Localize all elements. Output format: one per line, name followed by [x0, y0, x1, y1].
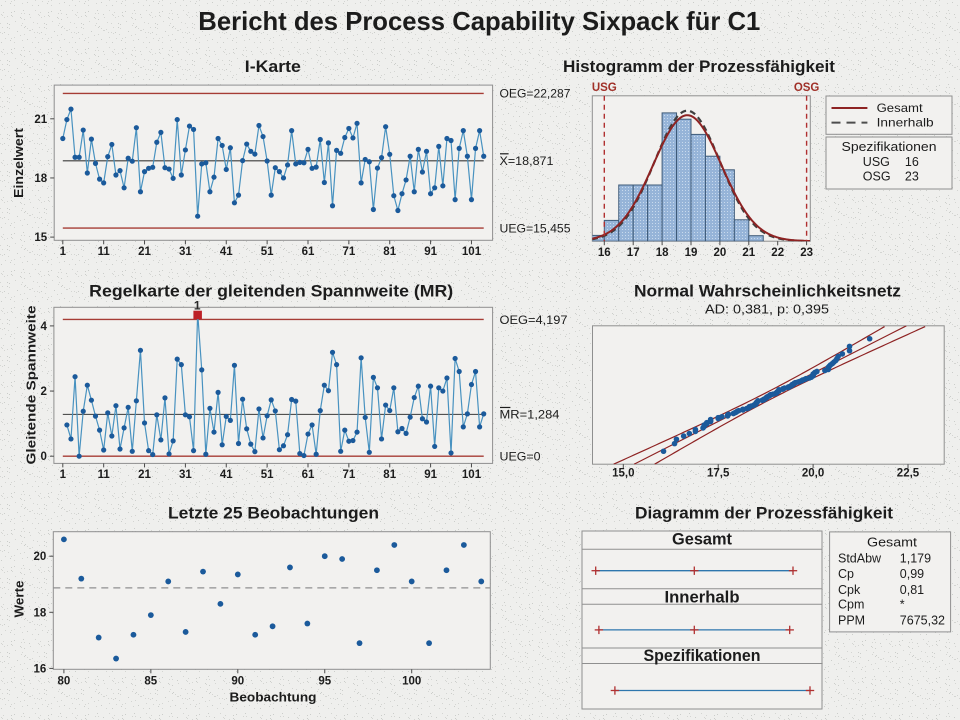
svg-text:19: 19	[685, 247, 698, 259]
svg-text:Bericht des Process Capability: Bericht des Process Capability Sixpack f…	[198, 6, 760, 36]
svg-text:0,81: 0,81	[900, 583, 924, 597]
svg-text:21: 21	[742, 247, 755, 259]
svg-text:61: 61	[302, 469, 315, 481]
svg-text:Normal Wahrscheinlichkeitsnetz: Normal Wahrscheinlichkeitsnetz	[634, 283, 901, 301]
svg-text:1: 1	[194, 298, 201, 312]
svg-text:Spezifikationen: Spezifikationen	[842, 140, 937, 154]
svg-text:Histogramm der Prozessfähigkei: Histogramm der Prozessfähigkeit	[563, 58, 836, 76]
svg-text:1,179: 1,179	[900, 552, 931, 566]
svg-text:4: 4	[40, 321, 47, 333]
svg-text:USG: USG	[863, 155, 890, 169]
svg-text:31: 31	[179, 246, 192, 258]
svg-text:90: 90	[231, 676, 244, 688]
svg-text:OSG: OSG	[863, 169, 891, 183]
svg-text:101: 101	[462, 246, 482, 258]
svg-text:7675,32: 7675,32	[900, 614, 945, 628]
svg-text:*: *	[900, 598, 905, 612]
svg-text:80: 80	[58, 676, 71, 688]
svg-text:95: 95	[318, 676, 331, 688]
svg-text:PPM: PPM	[838, 614, 865, 628]
svg-text:UEG=15,455: UEG=15,455	[500, 221, 571, 235]
svg-text:16: 16	[34, 663, 47, 675]
svg-text:81: 81	[383, 246, 396, 258]
svg-text:16: 16	[598, 247, 611, 259]
svg-text:23: 23	[800, 247, 813, 259]
svg-text:85: 85	[144, 676, 157, 688]
svg-text:21: 21	[138, 246, 151, 258]
svg-text:91: 91	[424, 246, 437, 258]
svg-text:21: 21	[138, 469, 151, 481]
svg-text:2: 2	[40, 386, 46, 398]
svg-text:16: 16	[905, 155, 919, 169]
svg-text:Cpk: Cpk	[838, 583, 861, 597]
svg-text:20: 20	[714, 247, 727, 259]
svg-text:20,0: 20,0	[802, 468, 824, 480]
svg-text:51: 51	[261, 469, 274, 481]
svg-text:11: 11	[98, 469, 111, 481]
svg-text:41: 41	[220, 246, 233, 258]
svg-text:21: 21	[34, 114, 47, 126]
svg-text:1: 1	[60, 469, 67, 481]
svg-text:20: 20	[34, 551, 47, 563]
svg-text:15,0: 15,0	[612, 468, 634, 480]
svg-text:22: 22	[771, 247, 784, 259]
svg-text:UEG=0: UEG=0	[500, 450, 541, 464]
svg-text:22,5: 22,5	[897, 468, 920, 480]
svg-text:OSG: OSG	[794, 82, 820, 94]
svg-text:Cpm: Cpm	[838, 598, 864, 612]
svg-text:Einzelwert: Einzelwert	[11, 127, 26, 198]
svg-text:OEG=4,197: OEG=4,197	[500, 313, 568, 327]
svg-text:61: 61	[302, 246, 315, 258]
svg-text:11: 11	[98, 246, 111, 258]
svg-text:18: 18	[34, 607, 47, 619]
svg-text:41: 41	[220, 469, 233, 481]
svg-text:17,5: 17,5	[707, 468, 730, 480]
svg-text:X=18,871: X=18,871	[500, 154, 554, 168]
svg-text:Innerhalb: Innerhalb	[877, 116, 934, 130]
svg-text:18: 18	[656, 247, 669, 259]
svg-text:0,99: 0,99	[900, 567, 924, 581]
svg-text:71: 71	[343, 246, 356, 258]
svg-text:1: 1	[60, 246, 67, 258]
svg-text:Cp: Cp	[838, 567, 854, 581]
svg-text:100: 100	[402, 676, 421, 688]
svg-text:0: 0	[40, 451, 46, 463]
svg-text:Gesamt: Gesamt	[867, 536, 918, 550]
svg-text:StdAbw: StdAbw	[838, 552, 882, 566]
svg-text:18: 18	[34, 173, 47, 185]
svg-text:Diagramm der Prozessfähigkeit: Diagramm der Prozessfähigkeit	[635, 505, 894, 523]
svg-text:101: 101	[462, 469, 482, 481]
svg-text:Letzte 25 Beobachtungen: Letzte 25 Beobachtungen	[168, 505, 379, 523]
svg-text:USG: USG	[592, 82, 617, 94]
svg-text:Werte: Werte	[12, 581, 27, 618]
svg-text:15: 15	[34, 232, 47, 244]
svg-text:AD: 0,381, p: 0,395: AD: 0,381, p: 0,395	[705, 302, 829, 317]
svg-text:31: 31	[179, 469, 192, 481]
svg-text:I-Karte: I-Karte	[245, 58, 301, 76]
svg-text:Spezifikationen: Spezifikationen	[644, 647, 761, 665]
svg-text:17: 17	[627, 247, 640, 259]
svg-text:Gleitende Spannweite: Gleitende Spannweite	[24, 306, 39, 465]
svg-text:51: 51	[261, 246, 274, 258]
svg-text:91: 91	[424, 469, 437, 481]
svg-text:71: 71	[343, 469, 356, 481]
svg-text:Gesamt: Gesamt	[672, 530, 732, 548]
svg-text:23: 23	[905, 169, 919, 183]
svg-text:Regelkarte der gleitenden Span: Regelkarte der gleitenden Spannweite (MR…	[89, 283, 453, 301]
svg-text:Beobachtung: Beobachtung	[230, 690, 317, 705]
svg-text:MR=1,284: MR=1,284	[500, 408, 560, 422]
svg-text:Gesamt: Gesamt	[877, 101, 924, 115]
svg-text:Innerhalb: Innerhalb	[665, 588, 740, 606]
svg-text:81: 81	[383, 469, 396, 481]
svg-text:OEG=22,287: OEG=22,287	[500, 87, 571, 101]
